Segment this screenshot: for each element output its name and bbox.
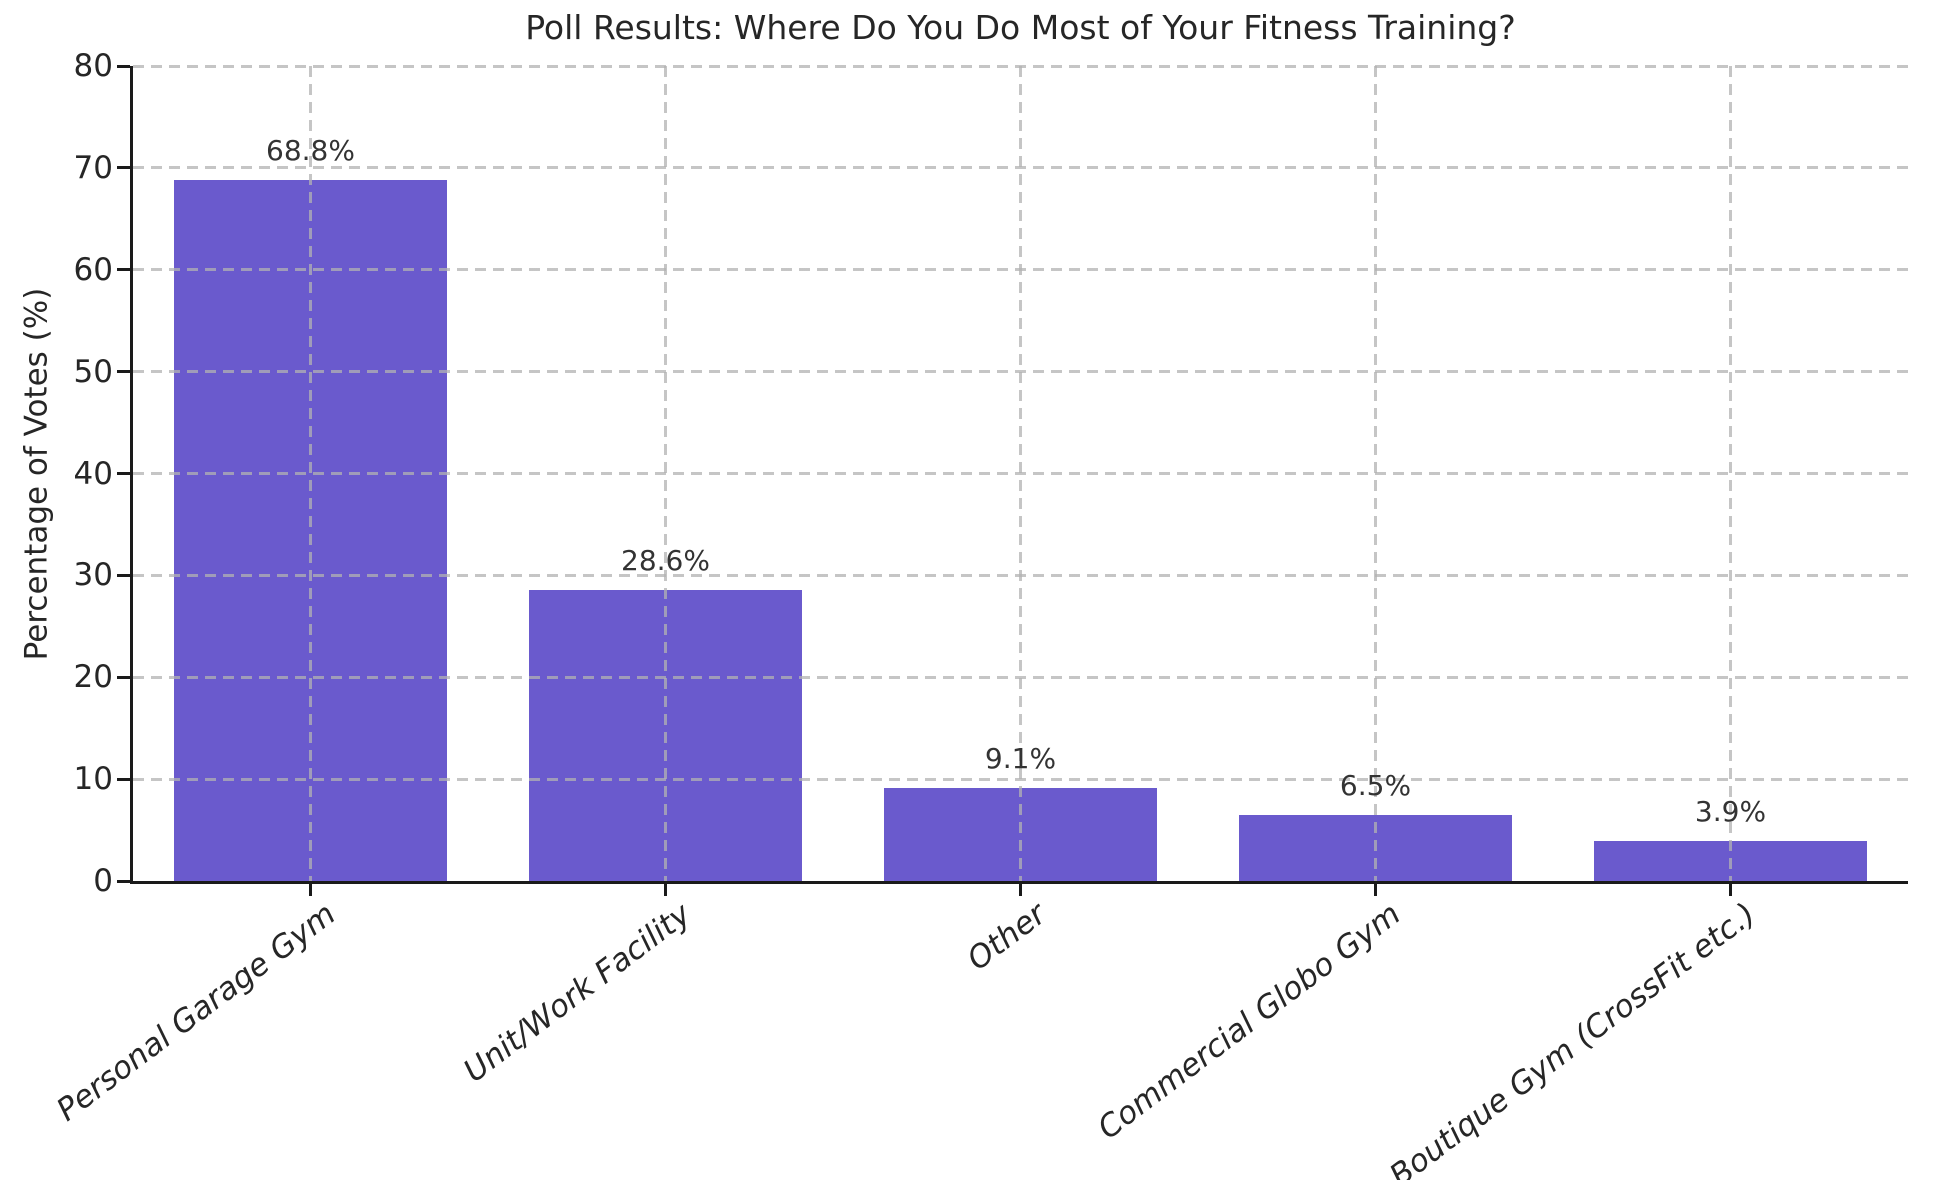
x-tick-mark [664,881,667,896]
chart-title: Poll Results: Where Do You Do Most of Yo… [525,8,1516,47]
y-tick-label: 10 [73,761,113,798]
y-tick-mark [117,573,130,577]
y-tick-mark [117,370,130,374]
bar-value-label: 6.5% [1339,768,1412,802]
x-tick-label: Other [960,896,1053,978]
y-axis-line [130,66,133,884]
y-tick-mark [117,472,130,475]
x-tick-mark [1374,881,1377,896]
y-tick-mark [117,675,130,679]
y-tick-label: 50 [73,353,113,390]
x-tick-label: Unit/Work Facility [456,896,698,1090]
x-tick-label: Commercial Globo Gym [1090,896,1407,1147]
y-tick-label: 60 [73,251,113,288]
y-tick-label: 80 [73,48,113,84]
bar-value-label: 3.9% [1694,795,1767,829]
gridline-vertical [1729,66,1732,881]
bar-value-label: 68.8% [266,134,355,168]
gridline-vertical [664,66,667,881]
gridline-vertical [309,66,312,881]
y-tick-mark [117,64,130,68]
gridline-vertical [1019,66,1022,881]
y-tick-label: 30 [73,557,113,594]
x-tick-label: Personal Garage Gym [49,896,342,1129]
y-tick-label: 20 [73,659,113,696]
y-tick-mark [117,166,130,170]
y-tick-mark [117,879,130,883]
y-tick-mark [117,777,130,781]
gridline-vertical [1374,66,1377,881]
y-tick-label: 70 [73,149,113,186]
y-tick-label: 40 [73,455,113,492]
x-tick-mark [1729,881,1732,896]
x-tick-mark [1019,881,1022,896]
y-tick-label: 0 [93,863,113,899]
bar-value-label: 9.1% [984,742,1057,776]
y-tick-mark [117,268,130,272]
bar-value-label: 28.6% [621,543,710,577]
x-tick-mark [309,881,312,896]
x-tick-label: Boutique Gym (CrossFit etc.) [1382,896,1762,1180]
